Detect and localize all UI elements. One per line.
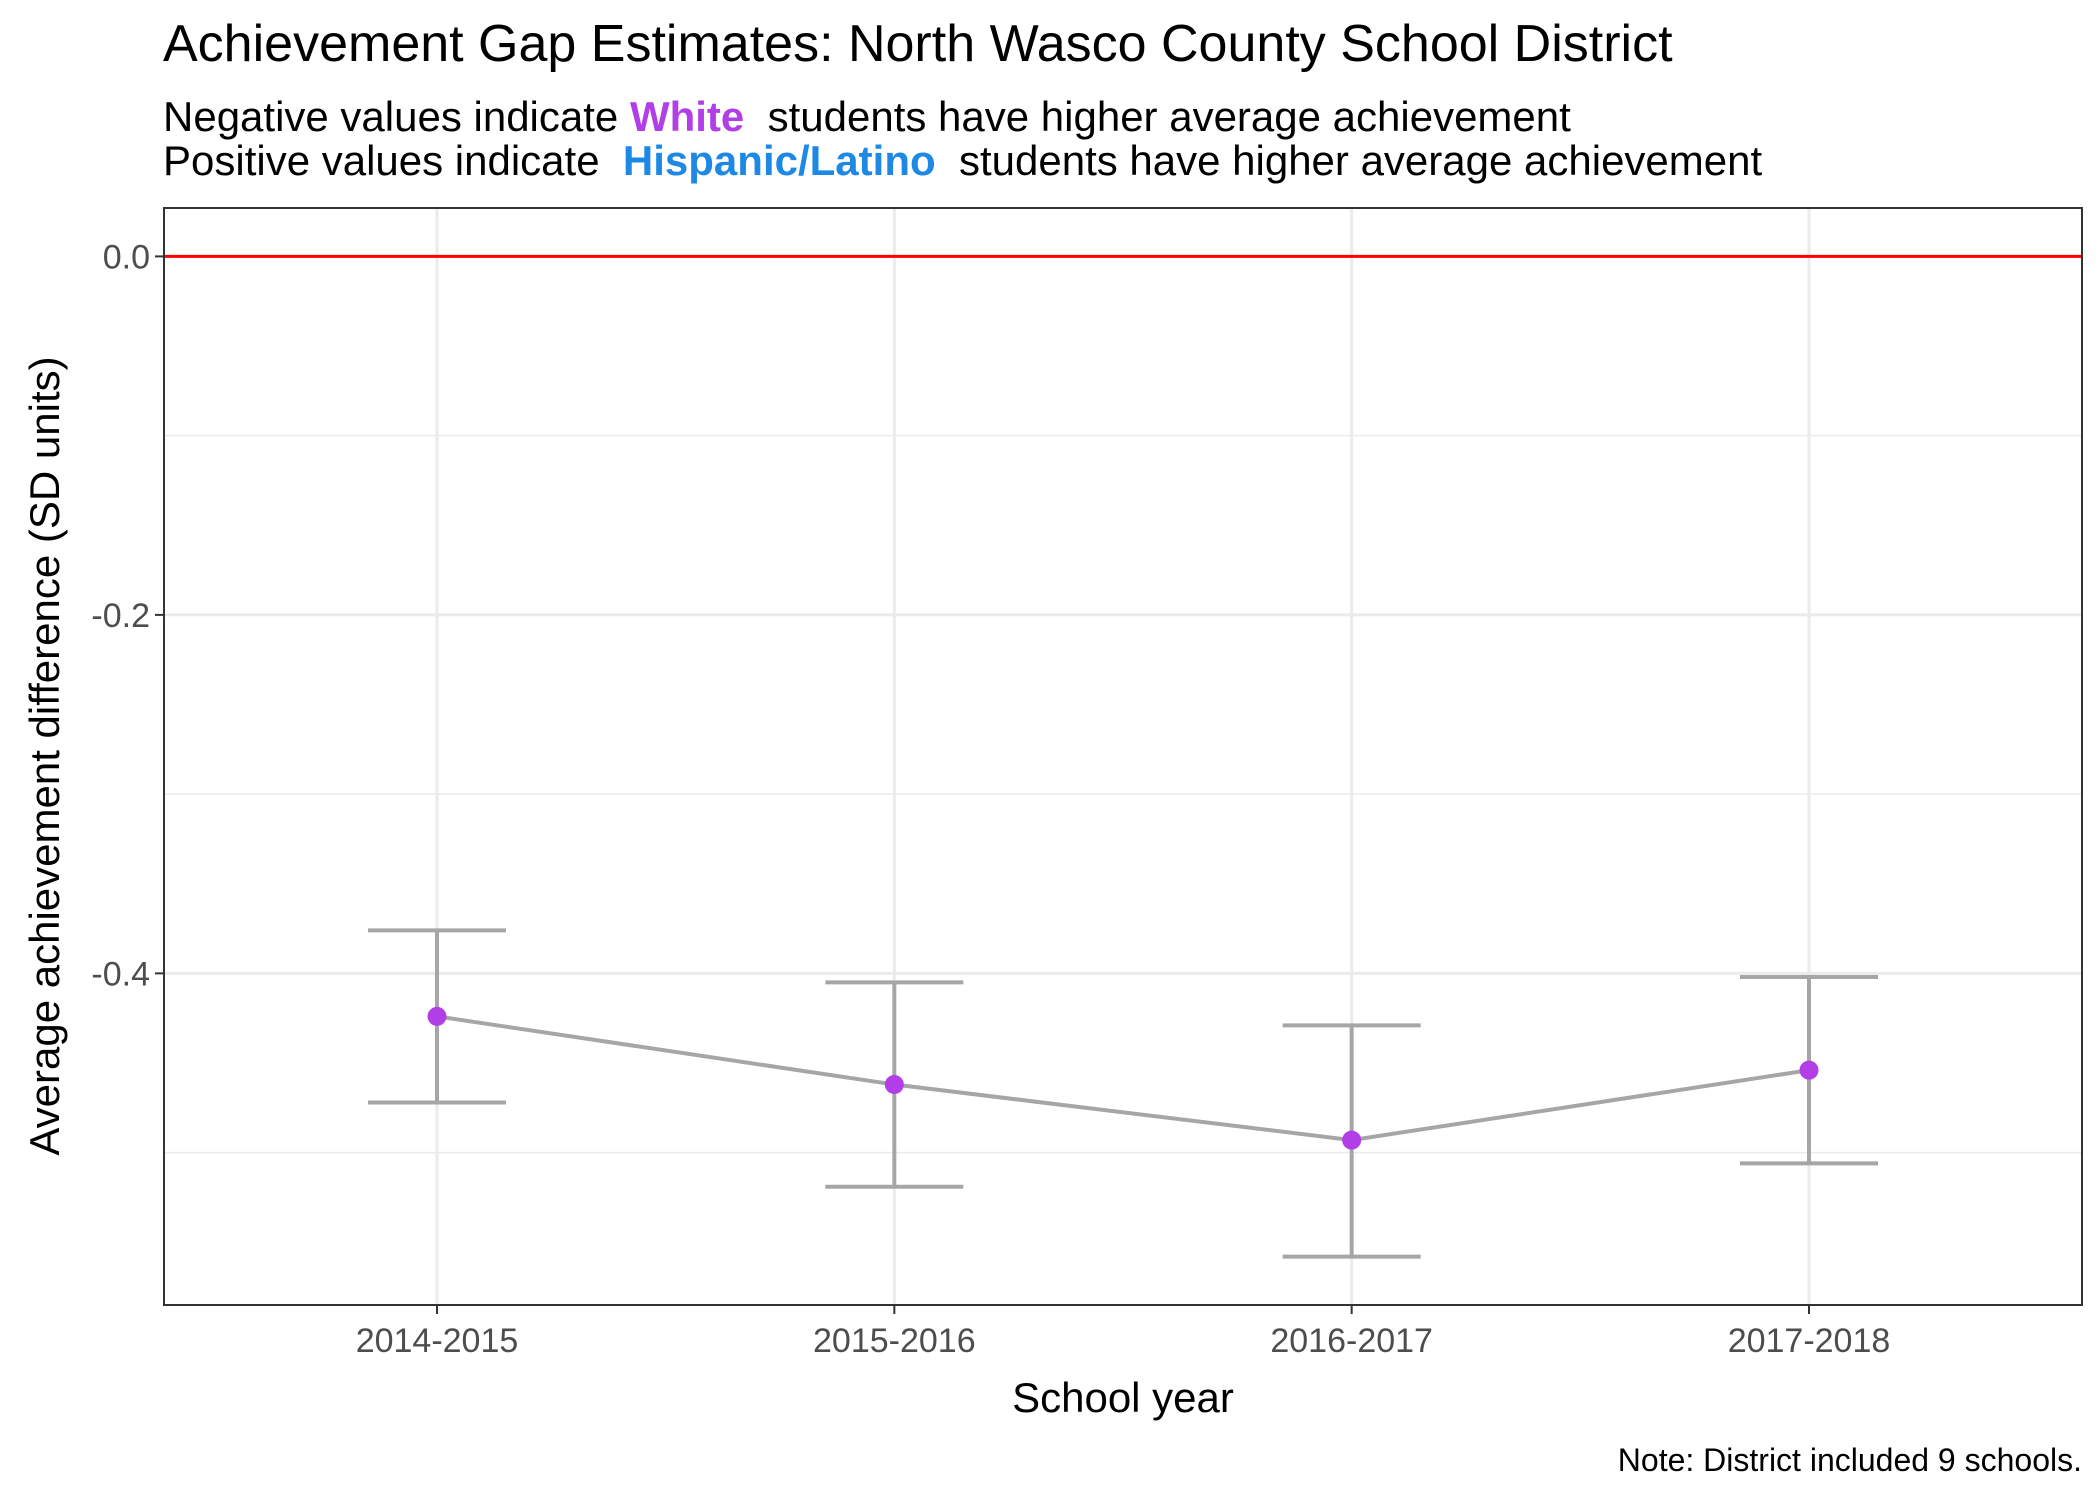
subtitle-2-highlight-hispanic: Hispanic/Latino [623,137,936,184]
data-point [427,1006,447,1026]
subtitle-1-after: students have higher average achievement [768,93,1572,140]
x-tick-label: 2016-2017 [1270,1322,1433,1360]
x-tick-label: 2017-2018 [1728,1322,1891,1360]
grid-minor [164,434,2082,1154]
chart-title: Achievement Gap Estimates: North Wasco C… [163,15,1673,73]
y-axis-title: Average achievement difference (SD units… [21,356,68,1155]
subtitle-1-before: Negative values indicate [163,93,618,140]
y-tick-label: -0.2 [91,597,150,635]
x-tick-label: 2015-2016 [813,1322,976,1360]
data-points [427,1006,1819,1150]
subtitle-2-after: students have higher average achievement [959,137,1763,184]
y-tick-label: 0.0 [103,238,150,276]
y-axis-ticks: 0.0 -0.2 -0.4 [91,238,164,993]
chart-subtitle-line-1: Negative values indicate White students … [163,93,1571,140]
subtitle-1-highlight-white: White [630,93,744,140]
series-line [436,1014,1810,1143]
y-tick-label: -0.4 [91,955,150,993]
x-axis-ticks: 2014-2015 2015-2016 2016-2017 2017-2018 [356,1305,1891,1360]
chart-caption: Note: District included 9 schools. [1618,1442,2082,1478]
data-point [884,1075,904,1095]
panel-background [164,208,2082,1305]
data-point [1799,1060,1819,1080]
x-tick-label: 2014-2015 [356,1322,519,1360]
subtitle-2-before: Positive values indicate [163,137,600,184]
panel-border [163,207,2083,1306]
plot-panel [163,207,2083,1306]
x-axis-title: School year [1012,1374,1234,1421]
data-point [1342,1130,1362,1150]
chart-subtitle-line-2: Positive values indicate Hispanic/Latino… [163,137,1762,184]
